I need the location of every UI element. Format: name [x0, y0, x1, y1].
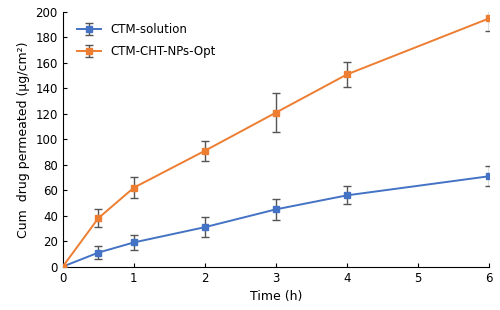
Legend: CTM-solution, CTM-CHT-NPs-Opt: CTM-solution, CTM-CHT-NPs-Opt — [77, 23, 216, 58]
X-axis label: Time (h): Time (h) — [250, 290, 302, 303]
Y-axis label: Cum  drug permeated (μg/cm²): Cum drug permeated (μg/cm²) — [17, 41, 30, 237]
